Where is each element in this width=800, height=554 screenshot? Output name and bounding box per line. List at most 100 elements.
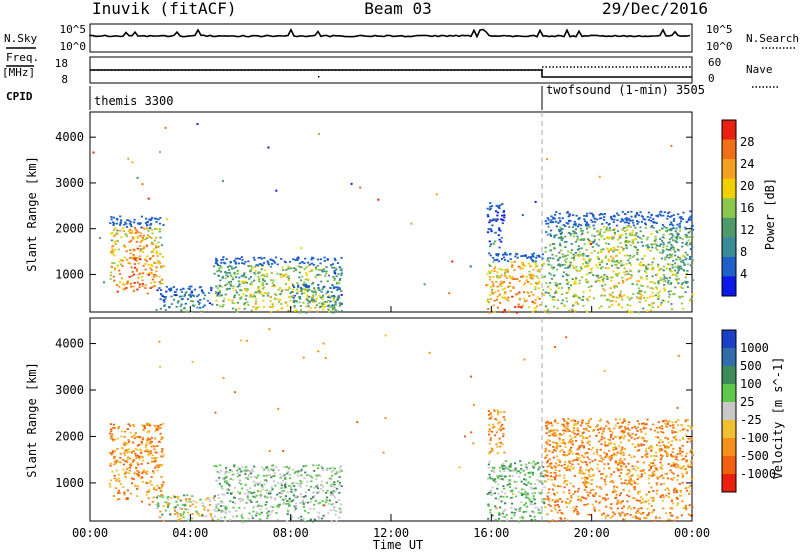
echo-point [217, 292, 220, 295]
echo-cell [576, 459, 579, 462]
echo-cell [296, 257, 299, 260]
echo-cell [603, 231, 606, 234]
echo-cell [611, 238, 614, 240]
echo-cell [488, 252, 491, 255]
echo-cell [628, 479, 631, 481]
echo-cell [245, 290, 248, 292]
echo-cell [123, 244, 126, 247]
echo-cell [284, 288, 287, 291]
echo-cell [676, 223, 679, 226]
echo-cell [604, 242, 608, 245]
echo-cell [305, 491, 308, 494]
echo-cell [508, 281, 511, 284]
echo-cell [526, 494, 530, 497]
echo-cell [315, 304, 318, 307]
echo-cell [660, 210, 663, 213]
nsearch-label: N.Search [746, 32, 799, 45]
echo-cell [299, 482, 303, 485]
echo-cell [660, 449, 663, 451]
echo-cell [571, 460, 574, 463]
echo-cell [652, 490, 655, 492]
echo-cell [230, 284, 233, 287]
echo-cell [224, 262, 227, 265]
echo-cell [256, 505, 259, 508]
echo-cell [650, 449, 653, 451]
echo-cell [636, 460, 639, 463]
echo-cell [686, 241, 689, 244]
echo-cell [572, 493, 575, 495]
echo-cell [257, 279, 260, 281]
echo-cell [575, 265, 578, 268]
echo-cell [210, 287, 213, 289]
echo-cell [572, 267, 575, 269]
echo-cell [523, 284, 526, 286]
echo-cell [316, 484, 319, 486]
echo-cell [113, 254, 116, 257]
echo-cell [491, 486, 494, 489]
echo-cell [497, 428, 500, 431]
echo-cell [605, 425, 608, 428]
echo-cell [224, 472, 227, 475]
echo-cell [681, 450, 684, 453]
echo-cell [135, 456, 138, 459]
echo-cell [312, 508, 315, 510]
echo-cell [585, 278, 588, 281]
echo-cell [497, 411, 500, 414]
echo-cell [585, 468, 588, 471]
echo-cell [326, 468, 329, 471]
echo-cell [317, 491, 320, 493]
echo-cell [280, 276, 283, 279]
echo-cell [243, 282, 246, 285]
echo-cell [299, 493, 302, 495]
echo-cell [498, 238, 501, 241]
echo-cell [295, 505, 298, 507]
echo-cell [540, 263, 543, 266]
echo-cell [155, 503, 158, 506]
echo-cell [580, 440, 583, 442]
echo-cell [632, 224, 635, 227]
echo-cell [649, 462, 653, 464]
echo-cell [603, 463, 606, 465]
echo-cell [620, 460, 623, 463]
echo-cell [531, 465, 534, 468]
echo-cell [309, 299, 312, 302]
echo-cell [681, 218, 684, 220]
echo-cell [299, 480, 302, 482]
nsky-label: N.Sky [4, 32, 37, 45]
echo-cell [138, 443, 141, 446]
echo-cell [585, 463, 588, 466]
colorbar-tick-label: 100 [740, 377, 762, 391]
echo-cell [566, 423, 569, 425]
echo-cell [550, 430, 553, 432]
echo-cell [488, 452, 491, 454]
echo-cell [333, 271, 336, 273]
echo-cell [487, 215, 490, 218]
echo-cell [591, 430, 595, 432]
echo-cell [153, 217, 156, 220]
echo-cell [134, 432, 137, 434]
echo-cell [671, 451, 674, 454]
echo-cell [690, 426, 693, 429]
echo-cell [215, 285, 218, 288]
echo-cell [245, 276, 248, 279]
echo-cell [576, 422, 579, 425]
echo-cell [320, 517, 324, 520]
echo-cell [642, 264, 645, 266]
echo-cell [601, 223, 604, 225]
echo-cell [554, 447, 557, 449]
echo-cell [573, 432, 576, 435]
echo-cell [611, 299, 614, 302]
echo-cell [548, 450, 551, 452]
echo-point [384, 417, 387, 420]
echo-cell [584, 504, 587, 506]
echo-point [302, 356, 305, 359]
echo-cell [633, 488, 636, 491]
echo-cell [687, 486, 690, 489]
echo-cell [684, 251, 687, 254]
echo-cell [610, 276, 613, 279]
echo-cell [568, 435, 571, 437]
echo-cell [523, 478, 526, 481]
echo-cell [560, 249, 563, 252]
echo-cell [566, 430, 569, 433]
